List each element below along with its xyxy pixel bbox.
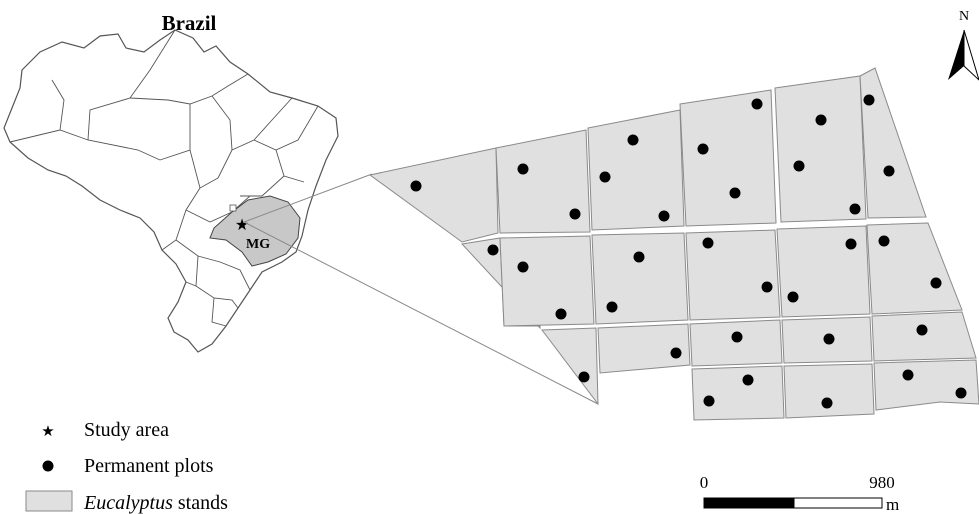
permanent-plot-marker [883,165,895,177]
legend-permanent-plots: Permanent plots [84,455,214,477]
legend: ★ Study area Permanent plots Eucalyptus … [25,419,228,514]
permanent-plot-marker [815,114,827,126]
stand-polygon [685,229,781,321]
df-district [229,204,237,212]
scale-unit: m [886,495,899,514]
scale-start: 0 [700,473,709,492]
legend-star-icon: ★ [41,424,54,440]
scale-end: 980 [869,473,895,492]
legend-plot-icon [42,460,54,472]
brazil-outline [3,29,339,353]
stand-polygon [873,359,979,411]
stand-polygon [495,129,591,234]
stand-polygon [597,323,691,374]
stand-polygon [591,232,689,325]
legend-study-area: Study area [84,419,169,441]
permanent-plot-marker [658,210,670,222]
permanent-plot-marker [702,237,714,249]
stand-polygon [499,235,595,327]
permanent-plot-marker [916,324,928,336]
permanent-plot-marker [902,369,914,381]
permanent-plot-marker [863,94,875,106]
permanent-plot-marker [787,291,799,303]
permanent-plot-marker [845,238,857,250]
stand-polygon [679,89,777,227]
north-arrow-icon [948,30,964,80]
stand-polygon [691,365,785,421]
stand-polygon [783,363,875,419]
permanent-plot-marker [555,308,567,320]
stand-polygon [866,222,963,315]
permanent-plot-marker [517,163,529,175]
north-arrow: N [948,9,979,81]
permanent-plot-marker [751,98,763,110]
mg-label: MG [246,237,270,252]
permanent-plot-marker [578,371,590,383]
stand-polygon [587,109,685,231]
permanent-plot-marker [627,134,639,146]
permanent-plot-marker [410,180,422,192]
permanent-plot-marker [761,281,773,293]
permanent-plot-marker [731,331,743,343]
permanent-plot-marker [793,160,805,172]
permanent-plot-marker [703,395,715,407]
connector-line-top [243,173,373,223]
stand-polygon [368,147,499,243]
permanent-plot-marker [729,187,741,199]
study-area-star-icon: ★ [235,217,249,234]
permanent-plot-marker [599,171,611,183]
permanent-plot-marker [633,251,645,263]
permanent-plot-marker [849,203,861,215]
stands-map [368,67,979,421]
north-label: N [959,9,969,24]
permanent-plot-marker [742,374,754,386]
permanent-plot-marker [878,235,890,247]
stand-polygon [871,311,977,362]
stand-polygon [774,75,867,223]
inset-title: Brazil [162,11,217,35]
permanent-plot-marker [569,208,581,220]
permanent-plot-marker [930,277,942,289]
permanent-plot-marker [670,347,682,359]
permanent-plot-marker [821,397,833,409]
permanent-plot-marker [697,143,709,155]
permanent-plot-marker [823,333,835,345]
stand-polygon [859,67,927,219]
stand-polygon [541,327,599,406]
mg-state [209,195,301,267]
legend-stand-swatch [25,490,73,512]
legend-stands: Eucalyptus stands [83,492,228,514]
brazil-inset: MG Brazil ★ [3,11,339,353]
permanent-plot-marker [517,261,529,273]
permanent-plot-marker [606,301,618,313]
stand-polygon [776,225,871,318]
stand-polygon [689,319,783,367]
state-borders [9,29,319,327]
permanent-plot-marker [487,244,499,256]
permanent-plot-marker [955,387,967,399]
permanent-plots [410,94,967,409]
connector-line-bottom [243,221,599,405]
scale-bar: 0 980 m [700,473,899,514]
